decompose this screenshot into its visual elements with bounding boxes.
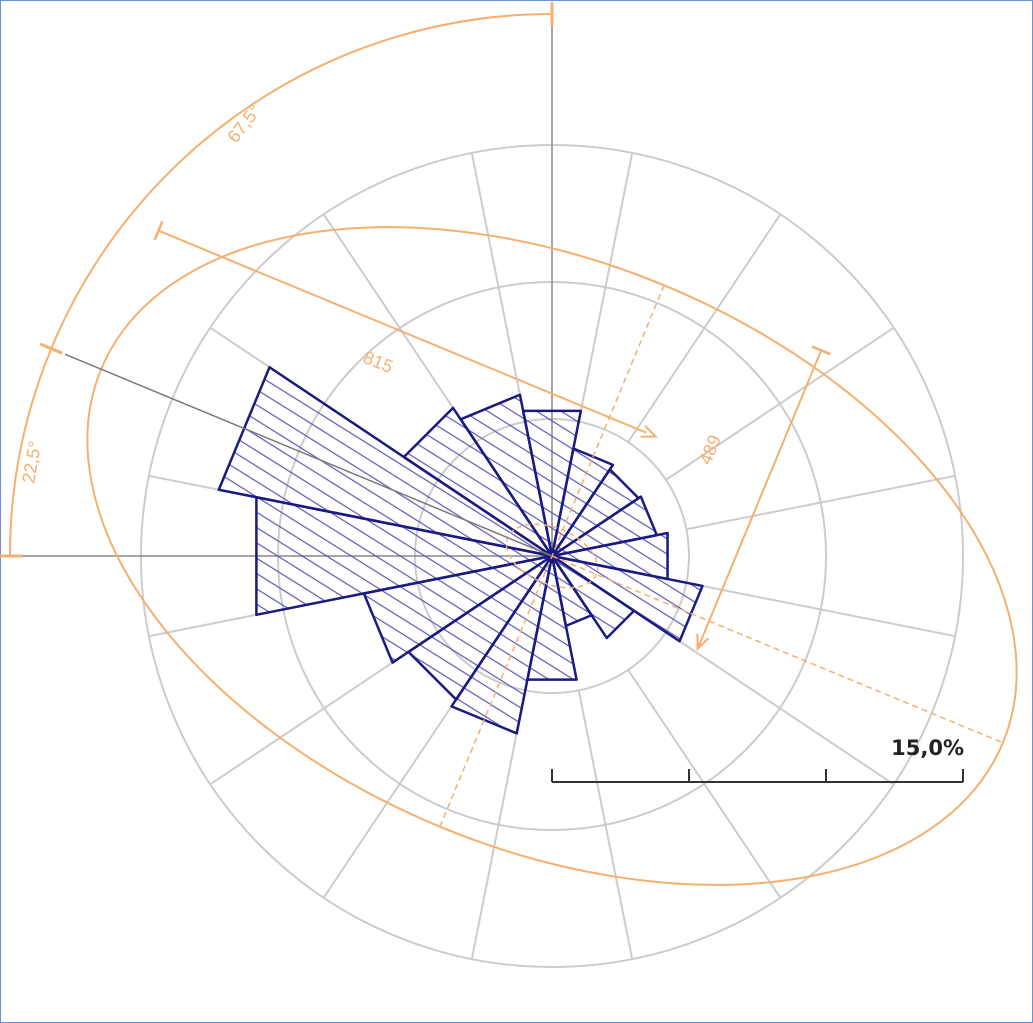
major-axis-label: 815 (361, 347, 396, 377)
grid-spoke (686, 581, 956, 638)
grid-spoke (577, 152, 634, 422)
grid-spoke (322, 669, 477, 899)
scale-bar-label: 15,0% (891, 736, 964, 760)
grid-spoke (686, 474, 956, 531)
arc-tick (39, 342, 63, 355)
major-dimension-line (158, 229, 647, 434)
grid-spoke (627, 669, 782, 899)
inner-arc-label: 22,5° (18, 440, 45, 485)
major-dimension-arrow (640, 424, 658, 438)
minor-axis-label: 489 (695, 432, 725, 467)
grid-spoke (470, 152, 527, 422)
grid-spoke (665, 326, 895, 481)
minor-dimension-arrow (696, 633, 710, 652)
sector-bar (459, 393, 554, 558)
major-dimension-tick (153, 220, 164, 241)
grid-spoke (665, 631, 895, 786)
mean-direction-line (64, 353, 553, 557)
grid-spoke (627, 213, 782, 443)
minor-dimension-line (696, 349, 823, 650)
grid-spoke (470, 690, 527, 960)
inner-angle-arc (9, 348, 53, 557)
rose-sectors (217, 365, 704, 735)
outer-arc-label: 67,5° (223, 101, 265, 147)
grid-spoke (322, 213, 477, 443)
major-axis-dashed (542, 551, 1004, 744)
scale-bar: 15,0% (551, 736, 964, 783)
grid-spoke (577, 690, 634, 960)
annotation-labels: 815 489 67,5° 22,5° (18, 101, 725, 485)
outer-angle-arc (50, 13, 553, 349)
minor-dimension-tick (811, 345, 831, 356)
